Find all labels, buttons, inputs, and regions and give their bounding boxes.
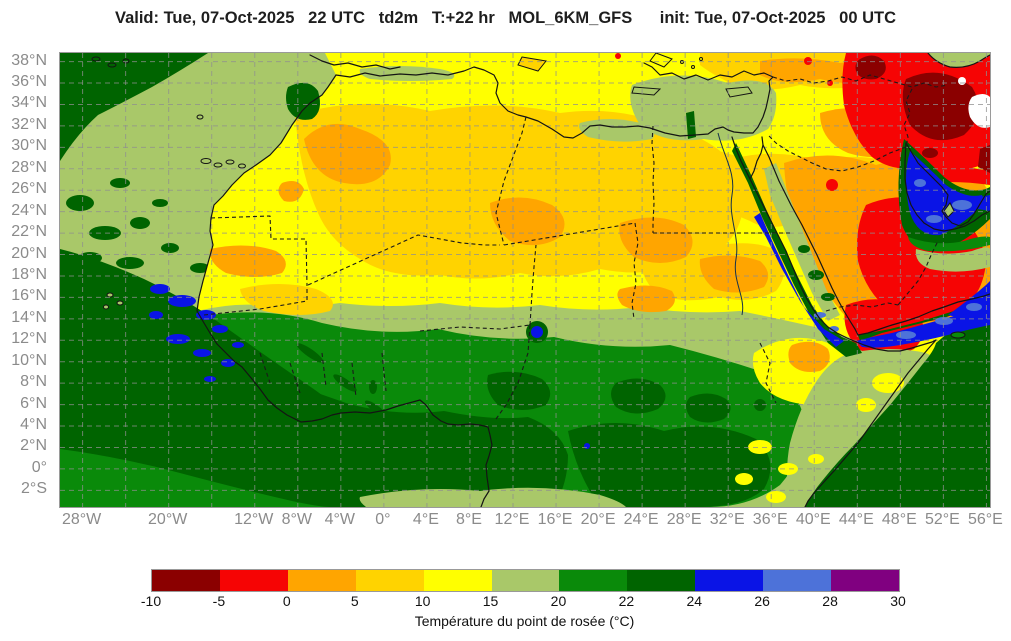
lon-tick-label: 52°E [924,511,960,528]
colorbar-tick-label: 30 [890,593,906,609]
colorbar [151,569,900,592]
colorbar-tick-label: -10 [140,593,162,609]
lon-tick-label: 0° [375,511,391,528]
lon-tick-label: 28°E [666,511,702,528]
lat-tick-label: 2°N [20,437,47,455]
colorbar-tick-label: 28 [822,593,838,609]
lon-tick-label: 4°W [324,511,356,528]
lon-tick-label: 56°E [967,511,1003,528]
lon-tick-label: 4°E [412,511,439,528]
lat-tick-label: 34°N [11,94,47,112]
colorbar-tick-label: 24 [686,593,703,609]
colorbar-tick-label: 26 [754,593,770,609]
map-plot [59,52,991,508]
lon-tick-label: 44°E [838,511,874,528]
lon-tick-label: 20°W [148,511,188,528]
colorbar-segment [491,570,560,591]
lat-tick-label: 4°N [20,416,47,434]
lat-tick-label: 10°N [11,351,47,369]
lat-tick-label: 6°N [20,394,47,412]
colorbar-tick-label: -5 [212,593,226,609]
colorbar-segment [559,570,628,591]
nile-river [717,132,744,316]
country-borders [203,74,949,420]
map-canvas [60,53,990,507]
red-sea-regions [732,143,862,357]
lat-tick-label: 14°N [11,308,47,326]
colorbar-tick-label: 20 [550,593,567,609]
coastlines [196,54,990,507]
lat-tick-label: 32°N [11,115,47,133]
lon-tick-label: 40°E [795,511,831,528]
colorbar-tick-label: 15 [482,593,499,609]
lon-tick-label: 12°W [234,511,274,528]
colorbar-segment [423,570,492,591]
lat-tick-label: 12°N [11,330,47,348]
lon-tick-label: 48°E [881,511,917,528]
lon-tick-label: 36°E [752,511,788,528]
colorbar-segment [287,570,356,591]
lat-tick-label: 16°N [11,287,47,305]
lat-tick-label: 28°N [11,158,47,176]
colorbar-tick-label: 22 [618,593,635,609]
colorbar-caption: Température du point de rosée (°C) [414,613,635,629]
lat-tick-label: 38°N [11,51,47,69]
colorbar-ticks: -10 -5 0 5 10 15 20 22 24 26 28 30 [141,593,906,611]
colorbar-segment [355,570,424,591]
lon-tick-label: 28°W [61,511,102,528]
map-title: Valid: Tue, 07-Oct-2025 22 UTC td2m T:+2… [114,9,897,27]
lat-tick-label: 26°N [11,180,47,198]
lon-tick-label: 24°E [623,511,659,528]
lat-tick-label: 8°N [20,373,47,391]
colorbar-segment [219,570,288,591]
lat-tick-label: 2°S [21,480,47,498]
colorbar-tick-label: 5 [350,593,359,609]
colorbar-tick-label: 0 [282,593,291,609]
colorbar-segment [695,570,764,591]
lat-tick-label: 30°N [11,137,47,155]
lon-tick-label: 8°W [281,511,312,528]
lat-tick-label: 0° [31,458,47,476]
lat-tick-label: 36°N [11,73,47,91]
graticule [60,53,990,507]
gulf-of-aden-regions [856,281,990,348]
lon-tick-label: 32°E [709,511,745,528]
lat-tick-label: 18°N [11,265,47,283]
lat-tick-label: 20°N [11,244,47,262]
longitude-axis: 28°W 20°W 12°W 8°W 4°W 0° 4°E 8°E 12°E 16°E 20°E 24… [0,508,1011,534]
islands [91,53,966,339]
colorbar-tick-label: 10 [414,593,431,609]
colorbar-segment [763,570,832,591]
lat-tick-label: 24°N [11,201,47,219]
colorbar-segment [152,570,220,591]
lon-tick-label: 12°E [494,511,530,528]
latitude-axis: 38°N 36°N 34°N 32°N 30°N 28°N 26°N 24°N 22°N 20°N… [0,52,53,506]
colorbar-segment [831,570,899,591]
lon-tick-label: 20°E [580,511,616,528]
lon-tick-label: 16°E [537,511,573,528]
lat-tick-label: 22°N [11,223,47,241]
lon-tick-label: 8°E [455,511,482,528]
colorbar-segment [627,570,696,591]
